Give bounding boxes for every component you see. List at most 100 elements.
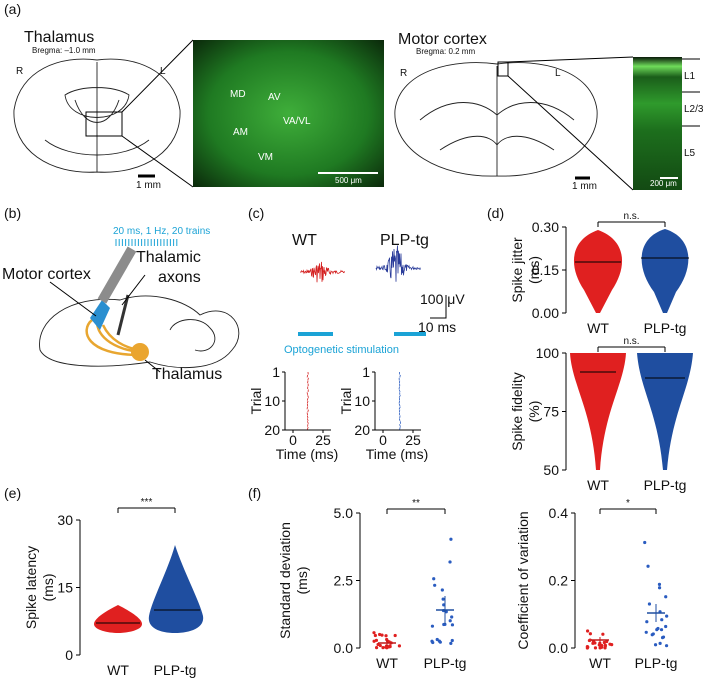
y-axis-label: Spike latency: [23, 546, 39, 629]
spike: [306, 400, 309, 404]
micrograph: [193, 40, 384, 187]
stim-label: Optogenetic stimulation: [284, 344, 399, 356]
x-tick-label: 25: [315, 432, 331, 448]
y-axis-label: Spike fidelity: [509, 372, 525, 451]
x-tick-label: PLP-tg: [154, 662, 197, 678]
y-tick-label: 2.5: [334, 573, 354, 589]
y-tick-label: 0.0: [549, 640, 569, 656]
y-axis-unit: (ms): [294, 567, 310, 595]
scale-label: 500 μm: [335, 176, 362, 185]
spike: [398, 400, 400, 404]
dot: [384, 634, 388, 638]
y-tick-label: 5.0: [334, 505, 354, 521]
spike: [398, 389, 401, 393]
dot: [601, 632, 605, 636]
y-axis-label: Trial: [248, 388, 264, 415]
dot: [430, 624, 435, 628]
dot: [433, 583, 437, 587]
x-tick-label: WT: [376, 655, 398, 671]
dot: [647, 602, 652, 606]
spike: [307, 421, 309, 424]
panel-b: (b) 20 ms, 1 Hz, 20 trains Motor cortex …: [2, 205, 240, 383]
violin: [637, 353, 693, 470]
spike: [398, 406, 401, 410]
x-tick-label: PLP-tg: [644, 320, 687, 336]
significance: ***: [141, 497, 153, 508]
y-tick-label: 0.00: [532, 305, 559, 321]
zoom-line: [121, 39, 194, 113]
dot: [378, 632, 382, 637]
y-axis-unit: (ms): [526, 256, 542, 284]
dot: [450, 623, 455, 627]
spike: [306, 397, 309, 401]
x-axis-label: Time (ms): [276, 446, 338, 462]
panel-a: (a) Thalamus Bregma: –1.0 mm R L 1 mm MD…: [4, 1, 704, 192]
x-tick-label: PLP-tg: [424, 655, 467, 671]
title: Motor cortex: [398, 31, 487, 48]
dot: [587, 638, 592, 643]
y-axis-unit: (%): [526, 401, 542, 423]
scale-label: 1 mm: [136, 180, 161, 191]
y-axis-unit: (ms): [40, 574, 56, 602]
y-axis-label: Standard deviation: [277, 522, 293, 639]
electrode: [116, 294, 130, 336]
dot: [603, 644, 607, 648]
dot: [608, 642, 612, 646]
dot: [432, 577, 436, 581]
title: Thalamus: [24, 29, 94, 46]
dot: [593, 641, 597, 645]
dot: [431, 640, 435, 645]
dot: [450, 638, 454, 643]
y-tick-label: 0.4: [549, 505, 569, 521]
brain-sagittal: [39, 295, 240, 369]
group-label: PLP-tg: [380, 232, 429, 249]
dot: [644, 630, 648, 634]
dot: [586, 629, 590, 633]
layer-label: L1: [684, 71, 696, 82]
violin: [148, 545, 204, 633]
label: axons: [158, 269, 201, 286]
group-label: WT: [292, 232, 317, 249]
motor-cortex-mark: [90, 300, 110, 330]
x-tick-label: WT: [107, 662, 129, 678]
zoom-line: [507, 75, 634, 191]
dot: [372, 639, 376, 643]
dot: [393, 633, 397, 638]
dot: [653, 643, 658, 647]
y-axis-label: Spike jitter: [509, 237, 525, 303]
dot: [664, 644, 669, 648]
dot: [450, 615, 454, 619]
region-label: MD: [230, 89, 246, 100]
side-label: R: [400, 68, 407, 79]
label: Thalamic: [136, 249, 201, 266]
spike: [306, 412, 308, 416]
dot: [593, 646, 598, 650]
scale-bar: [430, 295, 447, 319]
panel-label: (f): [248, 485, 261, 501]
y-tick-label: 100: [536, 345, 560, 361]
y-axis-label: Coefficient of variation: [515, 511, 531, 649]
dot: [384, 645, 388, 649]
panel-label: (c): [248, 205, 264, 221]
spike: [307, 377, 309, 381]
pulse-train: [115, 239, 178, 246]
dot: [664, 624, 668, 629]
dot: [374, 646, 379, 650]
trace: [375, 245, 421, 282]
dot: [643, 540, 647, 545]
spike: [306, 418, 309, 422]
y-tick-label: 1: [272, 364, 280, 380]
y-tick-label: 0.2: [549, 573, 569, 589]
dot: [657, 582, 662, 587]
panel-label: (a): [4, 1, 21, 17]
violin: [570, 353, 626, 470]
layer-label: L2/3: [684, 104, 704, 115]
significance: n.s.: [623, 336, 639, 347]
optic-fiber: [97, 246, 137, 304]
dot: [659, 628, 664, 632]
y-tick-label: 0: [65, 647, 73, 663]
cerebellum: [169, 319, 216, 352]
y-axis-label: Trial: [338, 388, 354, 415]
brain-outline: [394, 62, 598, 177]
spike: [398, 418, 401, 421]
